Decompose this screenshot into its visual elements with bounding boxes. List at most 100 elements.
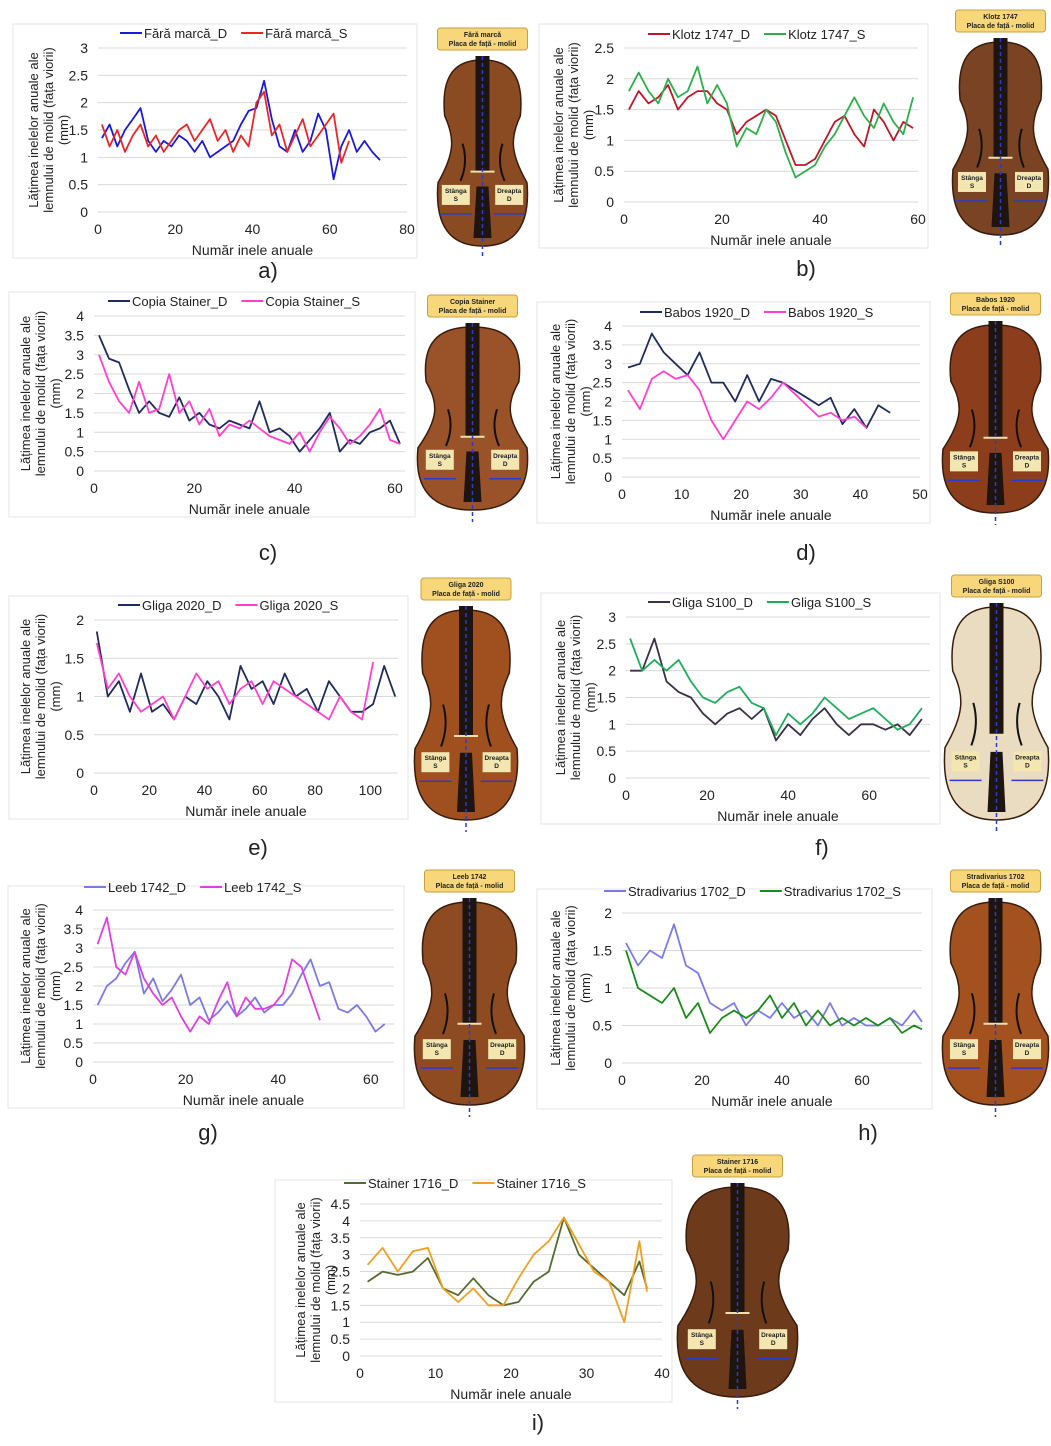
series-line — [368, 1218, 647, 1323]
x-tick-label: 10 — [428, 1365, 444, 1381]
side-label: D — [507, 196, 512, 203]
y-axis-title: Lățimea inelelor anuale ale — [548, 910, 563, 1065]
photo-subtitle: Placa de față - molid — [436, 883, 504, 890]
y-tick-label: 1.5 — [69, 122, 89, 138]
side-label: S — [970, 183, 975, 190]
x-tick-label: 80 — [307, 782, 323, 798]
y-tick-label: 0 — [80, 204, 88, 220]
x-axis-title: Număr inele anuale — [450, 1386, 572, 1402]
legend-label: Gliga S100_S — [791, 595, 872, 610]
legend-label: Leeb 1742_S — [224, 880, 302, 895]
series-line — [98, 952, 385, 1032]
legend-label: Stradivarius 1702_S — [784, 884, 901, 899]
y-tick-label: 1 — [604, 980, 612, 996]
photo-subtitle: Placa de față - molid — [962, 306, 1030, 313]
y-axis-title: (mm) — [56, 115, 71, 145]
side-label: Dreapta — [497, 188, 522, 195]
y-tick-label: 0 — [604, 469, 612, 485]
x-tick-label: 40 — [270, 1071, 286, 1087]
side-label: S — [962, 1050, 967, 1057]
y-tick-label: 0.5 — [331, 1331, 351, 1347]
side-label: D — [503, 461, 508, 468]
side-label: S — [433, 763, 438, 770]
y-tick-label: 0 — [608, 770, 616, 786]
side-label: Stânga — [445, 188, 467, 195]
x-tick-label: 60 — [854, 1072, 870, 1088]
x-tick-label: 20 — [714, 211, 730, 227]
panel-label: b) — [796, 256, 816, 281]
y-tick-label: 1 — [342, 1314, 350, 1330]
y-tick-label: 0 — [76, 463, 84, 479]
side-label: Stânga — [961, 175, 983, 182]
panel-label: h) — [858, 1120, 878, 1145]
y-tick-label: 3 — [75, 940, 83, 956]
y-axis-title: lemnului de molid (fața viorii) — [563, 905, 578, 1070]
photo-title: Gliga 2020 — [448, 582, 483, 589]
y-tick-label: 0 — [604, 1055, 612, 1071]
y-tick-label: 2 — [604, 394, 612, 410]
x-tick-label: 40 — [774, 1072, 790, 1088]
y-axis-title: Lățimea inelelor anuale ale — [26, 52, 41, 207]
series-line — [628, 334, 890, 428]
legend-label: Fără marcă_D — [144, 26, 227, 41]
side-label: S — [700, 1340, 705, 1347]
x-tick-label: 0 — [618, 486, 626, 502]
x-tick-label: 10 — [674, 486, 690, 502]
y-tick-label: 1.5 — [64, 997, 84, 1013]
y-tick-label: 0.5 — [65, 727, 85, 743]
y-axis-title: Lățimea inelelor anuale ale — [553, 620, 568, 775]
y-tick-label: 1.5 — [595, 102, 615, 118]
panel-label: e) — [248, 835, 268, 860]
photo-title: Fără marcă — [464, 32, 501, 39]
y-axis-title: (mm) — [48, 378, 63, 408]
y-tick-label: 3.5 — [65, 327, 85, 343]
x-tick-label: 0 — [618, 1072, 626, 1088]
side-label: Dreapta — [761, 1332, 786, 1339]
y-tick-label: 0.5 — [595, 163, 615, 179]
side-label: Stânga — [425, 755, 447, 762]
legend-label: Stradivarius 1702_D — [628, 884, 746, 899]
x-tick-label: 0 — [90, 480, 98, 496]
series-line — [626, 924, 922, 1025]
x-tick-label: 20 — [503, 1365, 519, 1381]
x-axis-title: Număr inele anuale — [710, 507, 832, 523]
y-tick-label: 2.5 — [595, 40, 615, 56]
x-tick-label: 0 — [90, 782, 98, 798]
x-tick-label: 40 — [853, 486, 869, 502]
x-tick-label: 20 — [178, 1071, 194, 1087]
x-tick-label: 50 — [912, 486, 928, 502]
x-axis-title: Număr inele anuale — [185, 803, 307, 819]
panel-label: i) — [532, 1410, 544, 1435]
y-tick-label: 0 — [76, 765, 84, 781]
y-tick-label: 2.5 — [593, 375, 613, 391]
x-tick-label: 60 — [910, 211, 926, 227]
side-label: Stânga — [691, 1332, 713, 1339]
y-tick-label: 1 — [604, 431, 612, 447]
y-tick-label: 1.5 — [593, 943, 613, 959]
side-label: D — [1027, 183, 1032, 190]
side-label: S — [454, 196, 459, 203]
y-tick-label: 2 — [342, 1280, 350, 1296]
panel-label: c) — [259, 540, 277, 565]
y-tick-label: 1.5 — [65, 650, 85, 666]
side-label: D — [1025, 762, 1030, 769]
y-axis-title: lemnului de molid (fața viorii) — [33, 311, 48, 476]
series-line — [626, 951, 922, 1034]
photo-subtitle: Placa de față - molid — [962, 883, 1030, 890]
y-axis-title: (mm) — [323, 1265, 338, 1295]
photo-subtitle: Placa de față - molid — [439, 308, 507, 315]
photo-title: Gliga S100 — [979, 579, 1015, 586]
side-label: Dreapta — [490, 1042, 515, 1049]
x-tick-label: 20 — [167, 221, 183, 237]
y-tick-label: 4.5 — [331, 1196, 351, 1212]
series-line — [98, 918, 320, 1032]
side-label: Dreapta — [493, 453, 518, 460]
y-tick-label: 1.5 — [331, 1297, 351, 1313]
photo-subtitle: Placa de față - molid — [704, 1168, 772, 1175]
side-label: S — [962, 462, 967, 469]
side-label: Dreapta — [1015, 1042, 1040, 1049]
x-tick-label: 0 — [89, 1071, 97, 1087]
y-axis-title: Lățimea inelelor anuale ale — [18, 908, 33, 1063]
panel-label: g) — [198, 1120, 218, 1145]
